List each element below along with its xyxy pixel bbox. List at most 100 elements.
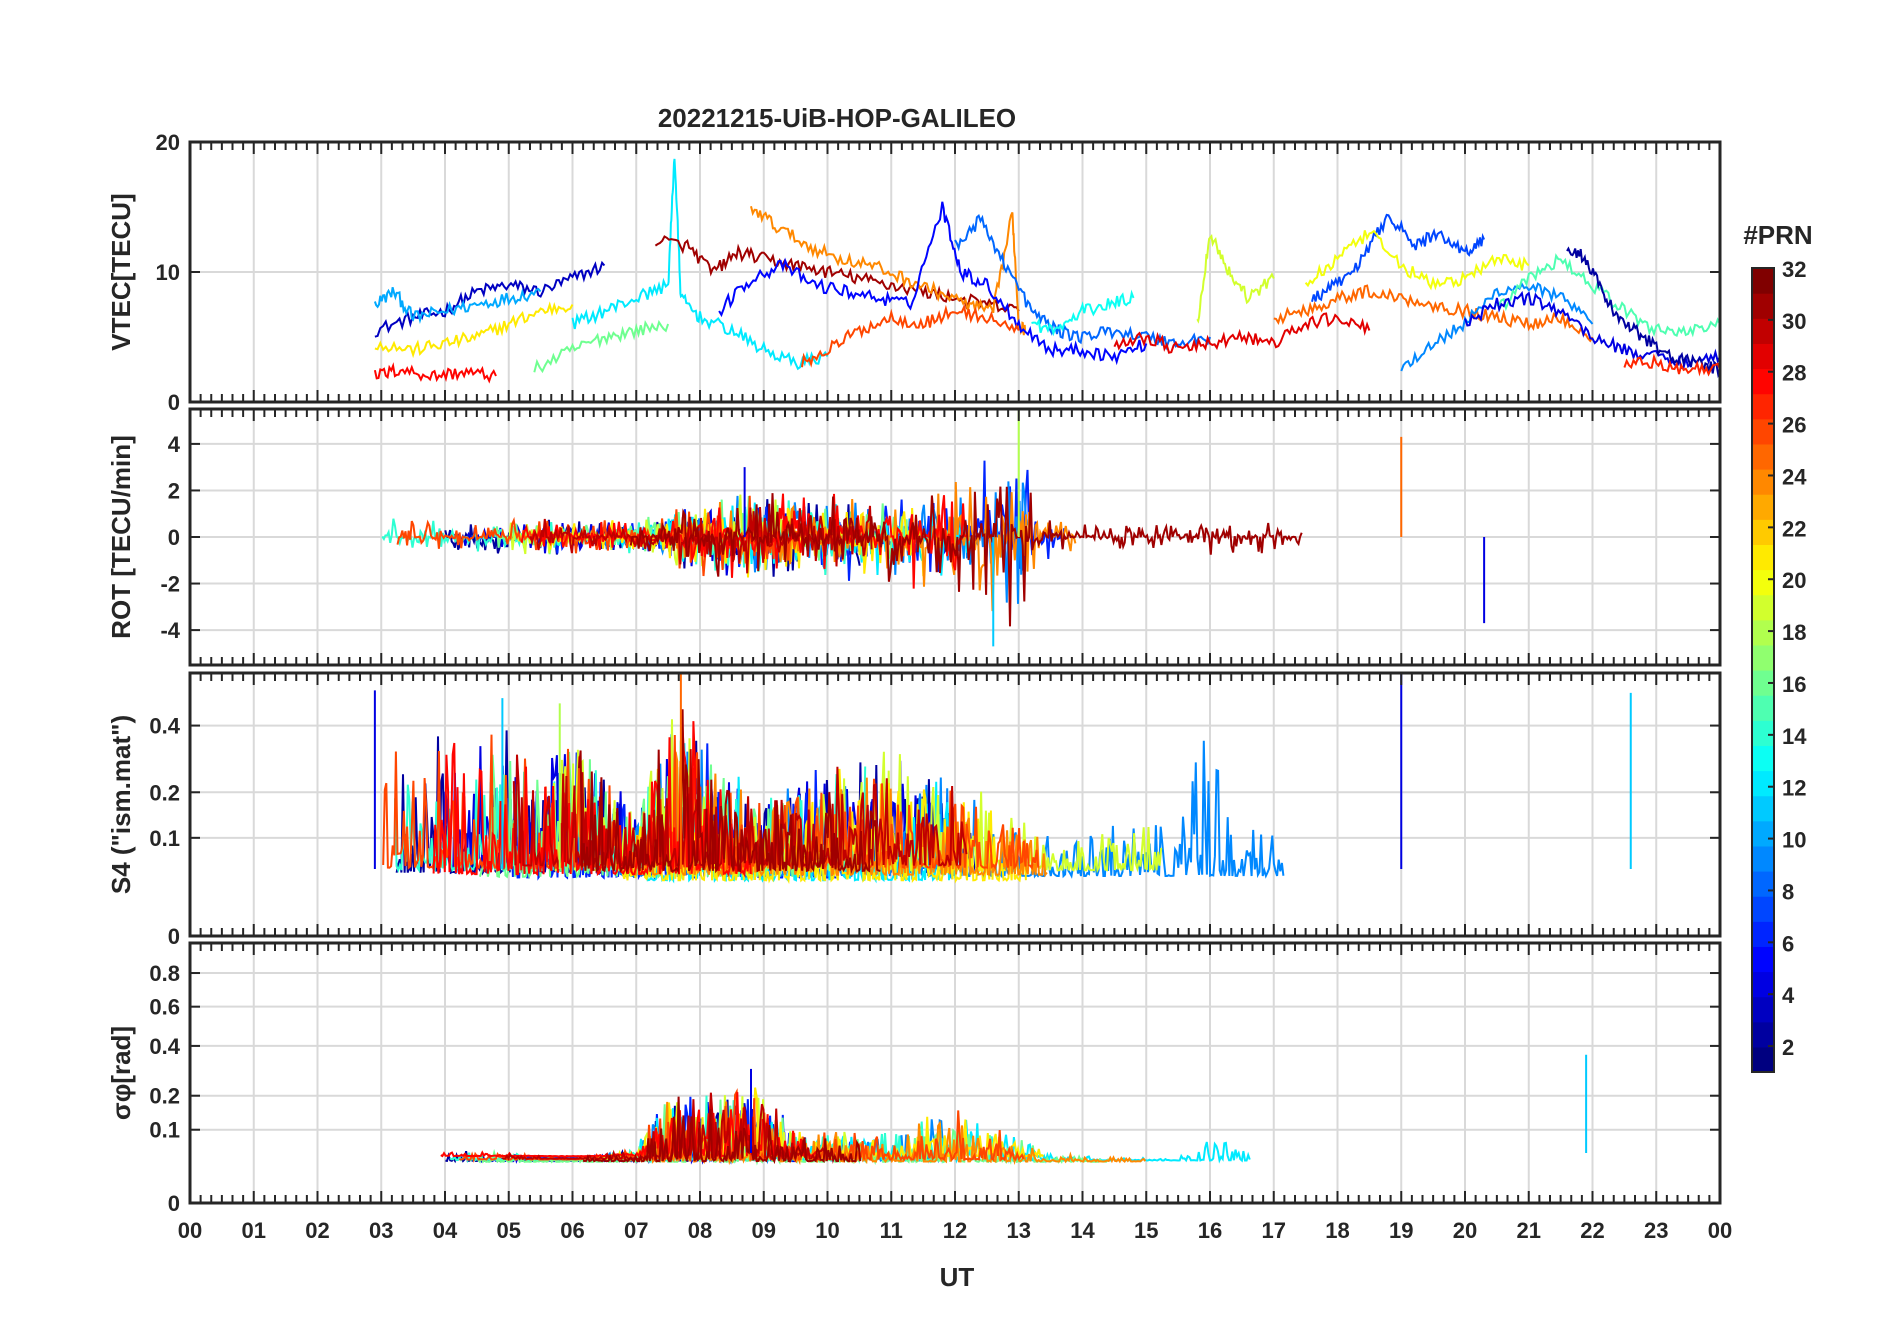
x-tick-label: 02	[305, 1218, 329, 1243]
series-line	[373, 362, 497, 384]
y-tick-label: 0.4	[149, 714, 180, 739]
colorbar-segment	[1752, 871, 1774, 897]
x-tick-label: 12	[943, 1218, 967, 1243]
series-line	[629, 486, 1303, 627]
series-line	[533, 319, 670, 374]
y-tick-label: -4	[160, 618, 180, 643]
x-ticks	[189, 142, 1721, 402]
x-tick-label: 09	[752, 1218, 776, 1243]
colorbar-segment	[1752, 268, 1774, 294]
colorbar-tick-label: 10	[1782, 828, 1806, 853]
y-ticks: -4 -2 0 2 4	[160, 432, 1720, 643]
y-tick-label: 0	[168, 1191, 180, 1216]
y-tick-label: 0.1	[149, 826, 180, 851]
colorbar-tick-label: 32	[1782, 257, 1806, 282]
x-tick-label: 15	[1134, 1218, 1158, 1243]
colorbar-segment	[1752, 544, 1774, 571]
series-line	[571, 158, 829, 371]
colorbar-segment	[1752, 619, 1774, 646]
series-line	[1031, 289, 1135, 337]
colorbar-segment	[1752, 393, 1774, 420]
panel-sigma_phi: 0 0.1 0.2 0.4 0.6 0.8 σφ[rad]	[106, 941, 1722, 1216]
colorbar-segment	[1752, 418, 1774, 445]
colorbar-tick-label: 6	[1782, 931, 1794, 956]
series-line	[750, 205, 1027, 336]
panels: 0 10 20 VTEC[TECU] -4 -2 0 2 4 ROT [TECU/min] 0 0.1…	[106, 130, 1722, 1216]
x-tick-label: 20	[1453, 1218, 1477, 1243]
x-tick-label: 00	[1708, 1218, 1732, 1243]
y-axis-label: S4 ("ism.mat")	[106, 715, 136, 894]
series-sigma_phi	[440, 1054, 1588, 1166]
y-tick-label: 20	[156, 130, 180, 155]
colorbar-segment	[1752, 896, 1774, 922]
colorbar-segment	[1752, 494, 1774, 520]
colorbar-segment	[1752, 971, 1774, 998]
colorbar-segment	[1752, 443, 1774, 470]
colorbar-segment	[1752, 1046, 1774, 1073]
series-line	[1400, 281, 1594, 372]
y-tick-label: 2	[168, 478, 180, 503]
colorbar-tick-label: 2	[1782, 1035, 1794, 1060]
x-ticks	[189, 943, 1721, 1203]
x-tick-label: 04	[433, 1218, 458, 1243]
y-tick-label: 0	[168, 390, 180, 415]
colorbar-tick-label: 20	[1782, 568, 1806, 593]
x-tick-label: 00	[178, 1218, 202, 1243]
colorbar-segment	[1752, 318, 1774, 344]
x-tick-label: 06	[560, 1218, 584, 1243]
y-tick-label: 4	[168, 432, 181, 457]
x-axis: 00 01 02 03 04 05 06 07 08 09 10 11 12 13 14 15 16 17 18 19…	[178, 1218, 1732, 1243]
series-line	[1496, 253, 1720, 338]
y-tick-label: 0.2	[149, 1084, 180, 1109]
series-line	[1196, 233, 1275, 324]
x-tick-label: 08	[688, 1218, 712, 1243]
colorbar-segment	[1752, 946, 1774, 973]
series-line	[374, 301, 574, 359]
colorbar-segment	[1752, 293, 1774, 319]
x-tick-label: 16	[1198, 1218, 1222, 1243]
x-axis-label: UT	[940, 1262, 975, 1292]
colorbar-segment	[1752, 368, 1774, 395]
series-line	[718, 201, 1148, 366]
x-tick-label: 22	[1580, 1218, 1604, 1243]
colorbar-tick-label: 16	[1782, 672, 1806, 697]
series-vtec	[373, 158, 1720, 384]
chart-title: 20221215-UiB-HOP-GALILEO	[658, 103, 1016, 133]
series-line	[373, 286, 542, 324]
colorbar-segment	[1752, 1021, 1774, 1048]
colorbar-title: #PRN	[1743, 220, 1812, 250]
y-ticks: 0 0.1 0.2 0.4 0.6 0.8	[149, 961, 1720, 1216]
x-tick-label: 19	[1389, 1218, 1413, 1243]
x-tick-label: 21	[1517, 1218, 1541, 1243]
x-tick-label: 05	[497, 1218, 521, 1243]
colorbar-tick-label: 24	[1782, 464, 1807, 489]
colorbar-segment	[1752, 770, 1774, 797]
colorbar-tick-label: 14	[1782, 724, 1807, 749]
colorbar-tick-label: 28	[1782, 361, 1806, 386]
grid-sigma_phi	[190, 943, 1720, 1203]
panel-rot: -4 -2 0 2 4 ROT [TECU/min]	[106, 407, 1722, 667]
colorbar-segment	[1752, 996, 1774, 1023]
series-line	[582, 1096, 862, 1165]
y-tick-label: 0	[168, 924, 180, 949]
y-tick-label: 0.6	[149, 995, 180, 1020]
series-line	[954, 213, 1211, 351]
colorbar-segment	[1752, 795, 1774, 822]
y-axis-label: ROT [TECU/min]	[106, 435, 136, 639]
colorbar-segment	[1752, 745, 1774, 772]
colorbar-segment	[1752, 519, 1774, 545]
colorbar-segment	[1752, 820, 1774, 847]
x-tick-label: 17	[1262, 1218, 1286, 1243]
colorbar-tick-label: 30	[1782, 309, 1806, 334]
y-tick-label: -2	[160, 572, 180, 597]
colorbar-segment	[1752, 469, 1774, 495]
colorbar-segment	[1752, 720, 1774, 746]
panel-s4: 0 0.1 0.2 0.4 S4 ("ism.mat")	[106, 671, 1722, 949]
x-tick-label: 07	[624, 1218, 648, 1243]
series-s4	[373, 673, 1632, 885]
series-line	[801, 303, 1020, 368]
x-tick-label: 18	[1325, 1218, 1349, 1243]
series-line	[1623, 353, 1720, 377]
x-tick-label: 14	[1070, 1218, 1095, 1243]
